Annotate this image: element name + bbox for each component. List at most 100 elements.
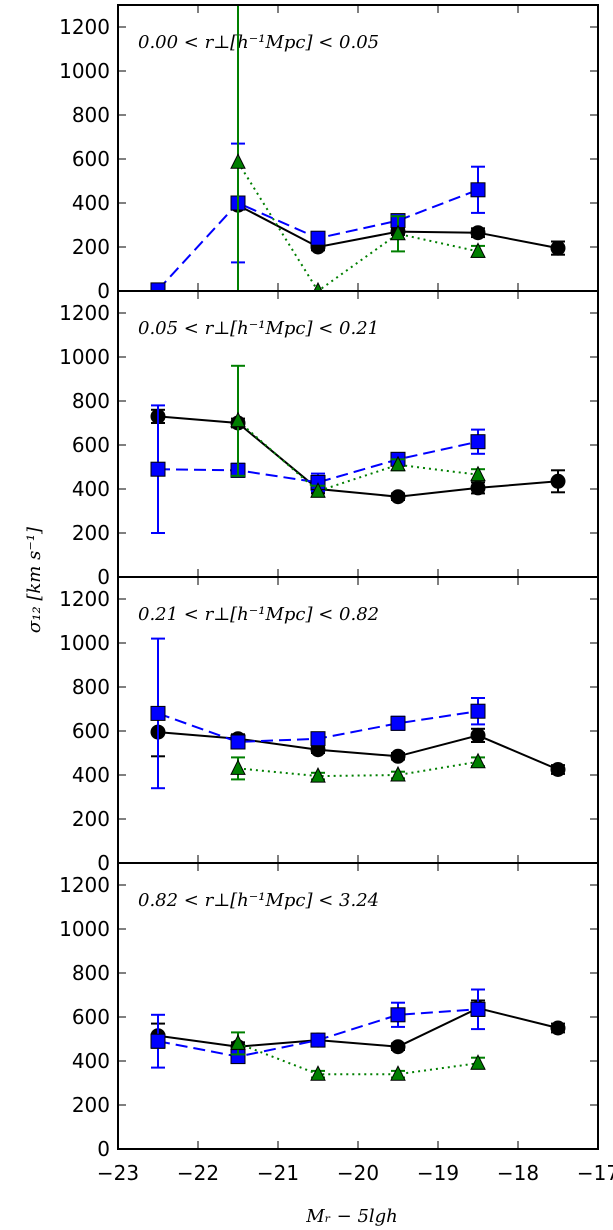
y-tick-label: 1000	[59, 917, 110, 941]
x-tick-label: −18	[497, 1161, 539, 1185]
series-line	[237, 760, 479, 778]
panel-4: 0 200 400 600 800 1000 1200 0.82 < r⊥[h⁻¹Mpc] <…	[59, 862, 599, 1161]
y-tick-label: 800	[72, 103, 110, 127]
y-tick-label: 600	[72, 433, 110, 457]
data-area	[150, 364, 566, 534]
y-tick-label: 0	[97, 851, 110, 875]
y-tick-label: 600	[72, 1005, 110, 1029]
data-point-circle	[390, 489, 406, 505]
data-point-triangle	[390, 455, 406, 472]
data-point-square	[310, 1032, 326, 1048]
y-tick-label: 400	[72, 763, 110, 787]
data-point-triangle	[230, 153, 246, 169]
y-tick-label: 400	[72, 191, 110, 215]
y-tick-label: 1200	[59, 15, 110, 39]
panel-1: 0 200 400 600 800 1000 1200 0.00 < r⊥[h⁻¹Mpc] <…	[59, 4, 599, 303]
data-point-square	[150, 705, 166, 721]
data-point-circle	[550, 240, 566, 256]
series-line	[157, 440, 479, 484]
series-line	[157, 415, 559, 498]
y-axis-title: σ₁₂ [km s⁻¹]	[24, 526, 45, 633]
data-point-triangle	[310, 482, 326, 498]
data-point-circle	[550, 1020, 566, 1036]
data-point-circle	[470, 727, 486, 743]
x-axis: −23 −22 −21 −20 −19 −18 −17	[97, 1161, 613, 1185]
data-point-square	[150, 282, 166, 291]
panel-range-label: 0.21 < r⊥[h⁻¹Mpc] < 0.82	[138, 604, 379, 625]
data-point-square	[230, 734, 246, 750]
data-point-square	[310, 230, 326, 246]
y-tick-label: 1000	[59, 345, 110, 369]
x-tick-label: −19	[417, 1161, 459, 1185]
data-point-circle	[390, 748, 406, 764]
y-tick-label: 400	[72, 477, 110, 501]
x-tick-label: −17	[577, 1161, 613, 1185]
y-tick-label: 1000	[59, 59, 110, 83]
data-point-circle	[470, 225, 486, 241]
panel-range-label: 0.82 < r⊥[h⁻¹Mpc] < 3.24	[138, 890, 379, 911]
panels: 0 200 400 600 800 1000 1200 0.00 < r⊥[h⁻¹Mpc] <…	[59, 4, 599, 1161]
series-line	[237, 420, 479, 493]
y-tick-label: 800	[72, 675, 110, 699]
data-point-triangle	[230, 759, 246, 775]
data-point-triangle	[470, 752, 486, 769]
data-point-square	[150, 1033, 166, 1049]
data-point-square	[470, 1001, 486, 1017]
y-tick-label: 1200	[59, 301, 110, 325]
y-tick-label: 200	[72, 807, 110, 831]
data-area	[150, 637, 566, 790]
x-tick-label: −21	[257, 1161, 299, 1185]
y-tick-label: 400	[72, 1049, 110, 1073]
x-axis-title: Mᵣ − 5lgh	[305, 1206, 398, 1227]
panel-range-label: 0.00 < r⊥[h⁻¹Mpc] < 0.05	[138, 32, 379, 53]
data-point-circle	[550, 473, 566, 489]
y-tick-label: 0	[97, 565, 110, 589]
data-point-circle	[470, 480, 486, 496]
data-point-triangle	[470, 465, 486, 482]
data-point-square	[310, 731, 326, 747]
y-tick-label: 200	[72, 521, 110, 545]
data-point-square	[390, 1007, 406, 1023]
series-line	[157, 1007, 559, 1048]
y-tick-label: 600	[72, 719, 110, 743]
panel-range-label: 0.05 < r⊥[h⁻¹Mpc] < 0.21	[138, 318, 379, 339]
panel-frame	[117, 862, 599, 1150]
data-point-circle	[390, 1039, 406, 1055]
panel-2: 0 200 400 600 800 1000 1200 0.05 < r⊥[h⁻¹Mpc] <…	[59, 290, 599, 589]
y-tick-label: 800	[72, 961, 110, 985]
data-point-triangle	[470, 1054, 486, 1070]
y-tick-label: 800	[72, 389, 110, 413]
y-tick-label: 600	[72, 147, 110, 171]
series-line	[237, 161, 479, 291]
x-tick-label: −22	[177, 1161, 219, 1185]
data-point-square	[470, 703, 486, 719]
series-line	[157, 731, 559, 771]
data-point-triangle	[310, 1065, 326, 1081]
x-tick-label: −23	[97, 1161, 139, 1185]
y-tick-label: 200	[72, 235, 110, 259]
panel-3: 0 200 400 600 800 1000 1200 0.21 < r⊥[h⁻¹Mpc] <…	[59, 576, 599, 875]
y-tick-label: 200	[72, 1093, 110, 1117]
y-tick-label: 0	[97, 279, 110, 303]
y-tick-label: 1000	[59, 631, 110, 655]
data-point-square	[470, 434, 486, 450]
data-point-triangle	[470, 242, 486, 258]
data-point-triangle	[390, 765, 406, 782]
data-point-square	[150, 461, 166, 477]
data-point-triangle	[310, 766, 326, 783]
data-area	[150, 5, 566, 291]
y-tick-label: 1200	[59, 873, 110, 897]
data-point-square	[470, 182, 486, 198]
data-point-triangle	[390, 224, 406, 241]
series-line	[237, 1042, 479, 1076]
data-area	[150, 988, 566, 1081]
y-tick-label: 1200	[59, 587, 110, 611]
y-tick-label: 0	[97, 1137, 110, 1161]
data-point-triangle	[230, 411, 246, 428]
data-point-triangle	[390, 1065, 406, 1081]
data-point-triangle	[230, 1034, 246, 1050]
x-tick-label: −20	[337, 1161, 379, 1185]
data-point-circle	[550, 762, 566, 777]
data-point-square	[390, 715, 406, 731]
